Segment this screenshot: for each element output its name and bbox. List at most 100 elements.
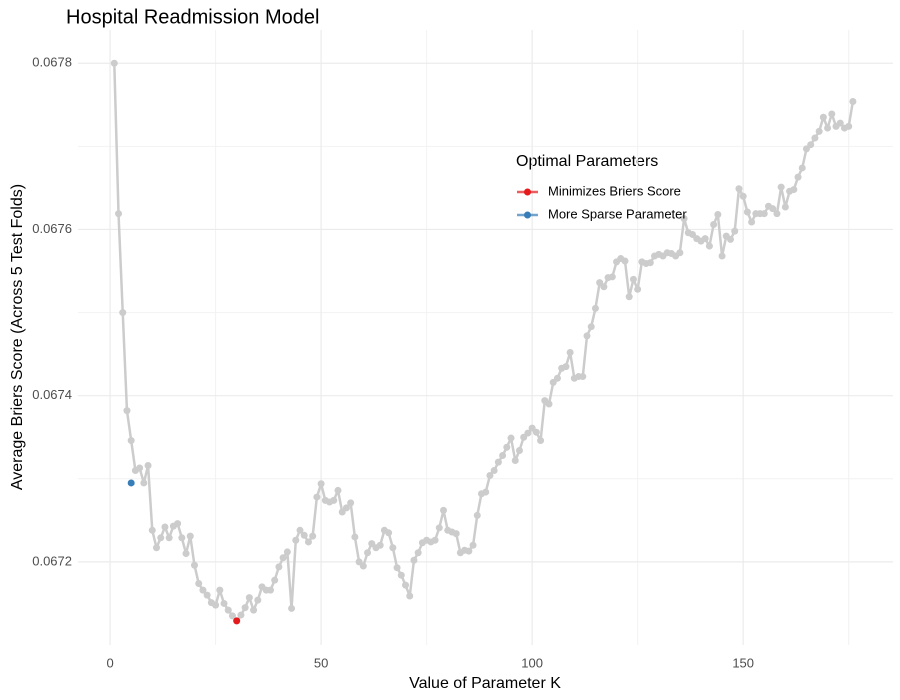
point [828,110,836,118]
x-tick-label: 150 [732,655,754,670]
point [245,594,253,602]
point [773,210,781,218]
point [676,249,684,257]
y-axis-label: Average Briers Score (Across 5 Test Fold… [9,184,26,490]
point [199,586,207,594]
point [385,529,393,537]
point [473,511,481,519]
point [431,536,439,544]
point [634,285,642,293]
point [435,524,443,532]
legend-label: Minimizes Briers Score [548,183,681,198]
point [254,596,262,604]
point [494,458,502,466]
point [646,259,654,267]
y-tick-label: 0.0678 [32,55,72,70]
point [283,548,291,556]
point [144,461,152,469]
point [127,437,135,445]
point [537,437,545,445]
point [731,227,739,235]
point [233,617,241,625]
point [157,534,165,542]
point [807,141,815,149]
y-tick-label: 0.0672 [32,553,72,568]
point [845,122,853,130]
point [562,363,570,371]
point [389,544,397,552]
legend-key [524,211,531,219]
point [165,534,173,542]
point [469,541,477,549]
point [621,257,629,265]
point [161,523,169,531]
point [600,283,608,291]
point [490,466,498,474]
point [566,348,574,356]
point [710,220,718,228]
point [499,452,507,460]
point [406,592,414,600]
point [583,332,591,340]
point [524,429,532,437]
point [727,235,735,243]
point [532,428,540,436]
point [849,97,857,105]
series [233,617,241,625]
series [110,59,857,625]
point [203,591,211,599]
point [275,563,283,571]
point [482,488,490,496]
point [127,479,135,487]
point [503,443,511,451]
y-tick-label: 0.0676 [32,221,72,236]
x-tick-label: 50 [314,655,328,670]
point [351,533,359,541]
point [220,599,228,607]
point [195,580,203,587]
point [224,606,232,614]
point [629,275,637,283]
point [507,434,515,442]
point [228,612,236,620]
point [153,544,161,552]
point [292,536,300,544]
point [288,604,296,612]
point [735,185,743,193]
point [304,538,312,546]
point [465,547,473,555]
point [393,564,401,572]
point [309,532,317,540]
legend-title: Optimal Parameters [516,153,658,170]
point [824,124,832,132]
point [553,374,561,382]
point [182,550,190,558]
point [410,556,418,564]
point [402,581,410,589]
point [777,183,785,191]
point [313,493,321,501]
point [811,134,819,142]
point [815,127,823,135]
point [376,541,384,549]
point [545,400,553,408]
point [342,504,350,512]
point [748,218,756,226]
point [836,119,844,127]
point [515,447,523,455]
point [781,203,789,211]
line [113,63,855,623]
point [701,235,709,243]
point [608,273,616,281]
point [359,562,367,570]
point [511,457,519,464]
point [216,586,224,594]
point [591,304,599,312]
point [718,252,726,260]
point [250,606,258,614]
legend-label: More Sparse Parameter [548,206,687,221]
point [190,561,198,569]
point [743,208,751,216]
